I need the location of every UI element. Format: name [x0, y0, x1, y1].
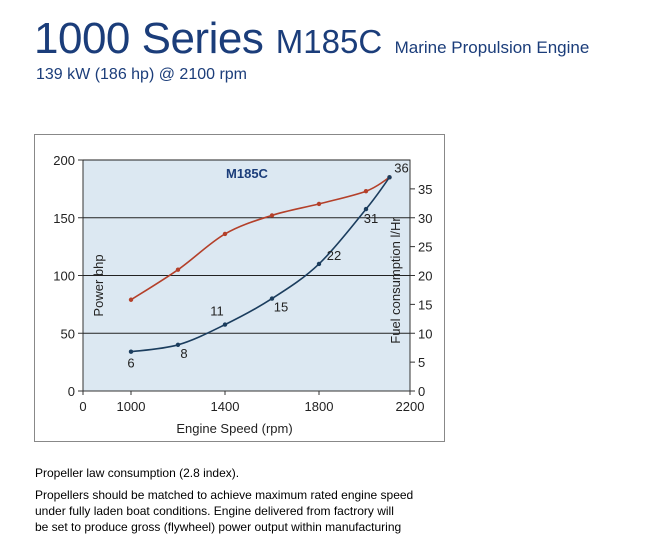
fuel-point: [222, 322, 228, 327]
fuel-point: [269, 296, 275, 301]
left-tick-label: 100: [53, 269, 75, 284]
model-name: M185C: [275, 23, 383, 60]
power-point: [175, 267, 181, 272]
fuel-data-label: 22: [327, 248, 341, 263]
right-tick-label: 20: [418, 269, 432, 284]
page-title: 1000 Series M185C Marine Propulsion Engi…: [34, 14, 589, 64]
series-name: 1000 Series: [34, 14, 264, 63]
chart-title: M185C: [226, 166, 269, 181]
fuel-data-label: 15: [274, 300, 288, 315]
fuel-data-label: 11: [210, 304, 224, 319]
fuel-point: [175, 342, 181, 347]
fuel-point: [363, 206, 369, 212]
power-point: [363, 188, 369, 194]
engine-description: Marine Propulsion Engine: [394, 38, 590, 57]
propeller-note-line: be set to produce gross (flywheel) power…: [35, 520, 402, 534]
left-tick-label: 0: [68, 384, 75, 399]
right-tick-label: 5: [418, 355, 425, 370]
fuel-data-label: 8: [180, 346, 187, 361]
chart: 0 50 100 150 200 0 5 10 15 20 25 30 35 0 1000 1400 1800 2…: [53, 153, 432, 436]
fuel-point: [128, 349, 134, 354]
right-tick-label: 25: [418, 240, 432, 255]
right-tick-label: 0: [418, 384, 425, 399]
right-tick-label: 35: [418, 182, 432, 197]
power-point: [316, 201, 322, 207]
propeller-note-line: under fully laden boat conditions. Engin…: [35, 504, 394, 518]
fuel-point: [387, 175, 392, 180]
right-tick-label: 10: [418, 326, 432, 341]
left-axis-title: Power bhp: [91, 254, 106, 316]
power-point: [128, 297, 134, 302]
chart-frame: 0 50 100 150 200 0 5 10 15 20 25 30 35 0 1000 1400 1800 2…: [34, 134, 445, 442]
rating-text: 139 kW (186 hp) @ 2100 rpm: [36, 66, 248, 83]
x-tick-label: 1400: [211, 399, 240, 414]
fuel-data-label: 6: [127, 356, 134, 371]
x-axis-title: Engine Speed (rpm): [176, 421, 292, 436]
right-tick-label: 30: [418, 211, 432, 226]
x-tick-label: 0: [79, 399, 86, 414]
x-tick-label: 1000: [117, 399, 146, 414]
left-tick-label: 150: [53, 211, 75, 226]
fuel-data-label: 36: [394, 160, 408, 175]
left-tick-label: 50: [61, 326, 75, 341]
propeller-note-line: Propellers should be matched to achieve …: [35, 488, 414, 502]
propeller-note: Propellers should be matched to achieve …: [35, 487, 413, 535]
right-axis-title: Fuel consumption l/Hr: [388, 217, 403, 344]
x-tick-label: 1800: [305, 399, 334, 414]
consumption-note: Propeller law consumption (2.8 index).: [35, 466, 240, 480]
power-point: [269, 213, 275, 218]
fuel-point: [316, 261, 322, 267]
left-tick-label: 200: [53, 153, 75, 168]
power-point: [222, 231, 228, 237]
fuel-data-label: 31: [364, 211, 378, 226]
right-tick-label: 15: [418, 297, 432, 312]
x-tick-label: 2200: [396, 399, 425, 414]
